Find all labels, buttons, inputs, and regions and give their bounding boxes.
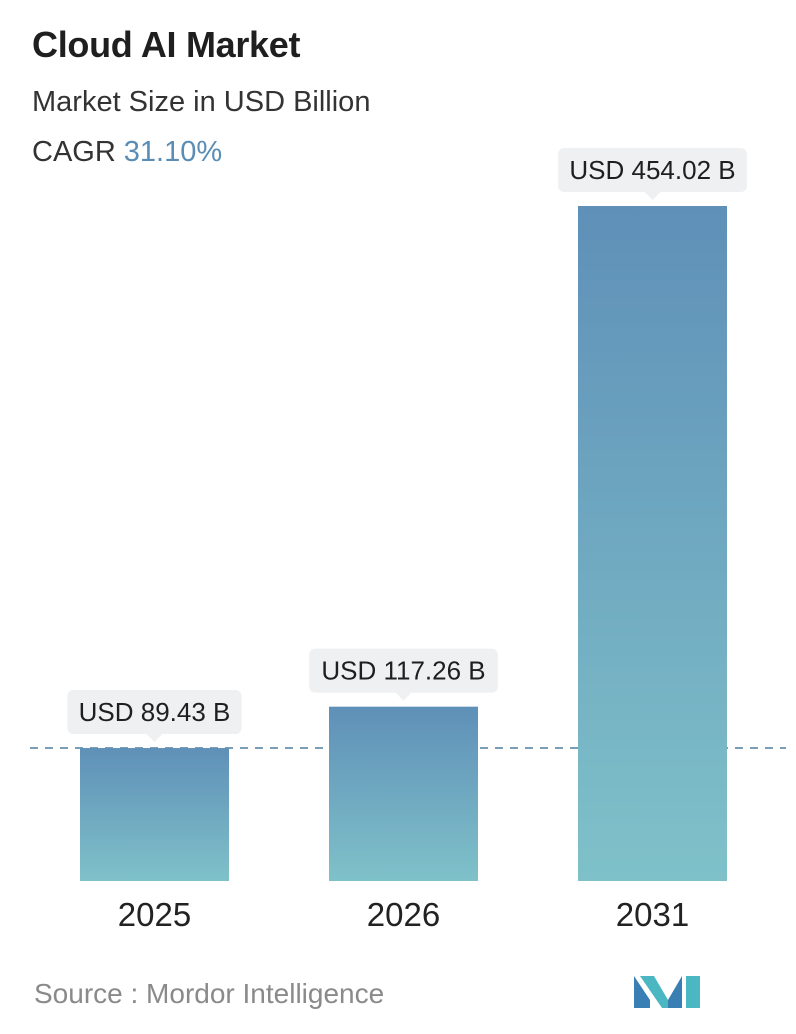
chart-title: Cloud AI Market [32,24,301,65]
data-label-2025: USD 89.43 B [67,690,242,743]
data-label-bubble [309,648,498,693]
x-tick-2025: 2025 [118,896,191,933]
data-label-pointer [644,192,661,200]
x-tick-2031: 2031 [616,896,689,933]
bar-2025 [80,748,229,881]
data-labels-layer: USD 89.43 B USD 117.26 B USD 454.02 B [67,148,747,743]
x-axis-ticks-layer: 2025 2026 2031 [118,896,689,933]
bar-chart: USD 89.43 B USD 117.26 B USD 454.02 B 2025… [30,148,786,933]
bar-2026 [329,706,478,881]
x-tick-2026: 2026 [367,896,440,933]
data-label-pointer [146,734,163,743]
data-label-text: USD 89.43 B [79,697,231,727]
cagr-line: CAGR 31.10% [32,136,222,169]
data-label-bubble [67,690,242,735]
data-label-bubble [558,148,747,192]
data-label-2026: USD 117.26 B [309,648,498,701]
data-label-pointer [395,692,412,701]
cagr-value: 31.10% [123,136,223,168]
data-label-text: USD 454.02 B [569,155,735,185]
chart-subtitle: Market Size in USD Billion [32,86,371,118]
bars-layer [30,206,786,881]
source-note: Source : Mordor Intelligence [34,978,385,1009]
cagr-label: CAGR [32,136,116,168]
mordor-intelligence-logo-icon [634,976,700,1008]
data-label-text: USD 117.26 B [321,656,485,686]
bar-2031 [578,206,727,881]
data-label-2031: USD 454.02 B [558,148,747,200]
